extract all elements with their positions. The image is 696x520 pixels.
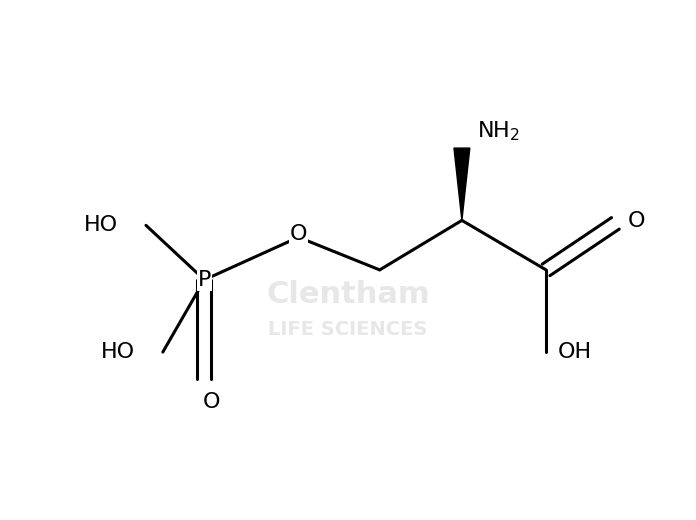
Text: HO: HO — [101, 342, 135, 362]
Text: O: O — [290, 224, 307, 244]
Text: NH$_2$: NH$_2$ — [477, 120, 520, 143]
Text: OH: OH — [558, 342, 592, 362]
Text: Clentham: Clentham — [266, 280, 430, 309]
Text: O: O — [627, 211, 644, 231]
Text: O: O — [203, 392, 220, 412]
Polygon shape — [454, 148, 470, 220]
Text: HO: HO — [84, 215, 118, 236]
Text: P: P — [198, 270, 211, 290]
Text: LIFE SCIENCES: LIFE SCIENCES — [269, 320, 427, 339]
